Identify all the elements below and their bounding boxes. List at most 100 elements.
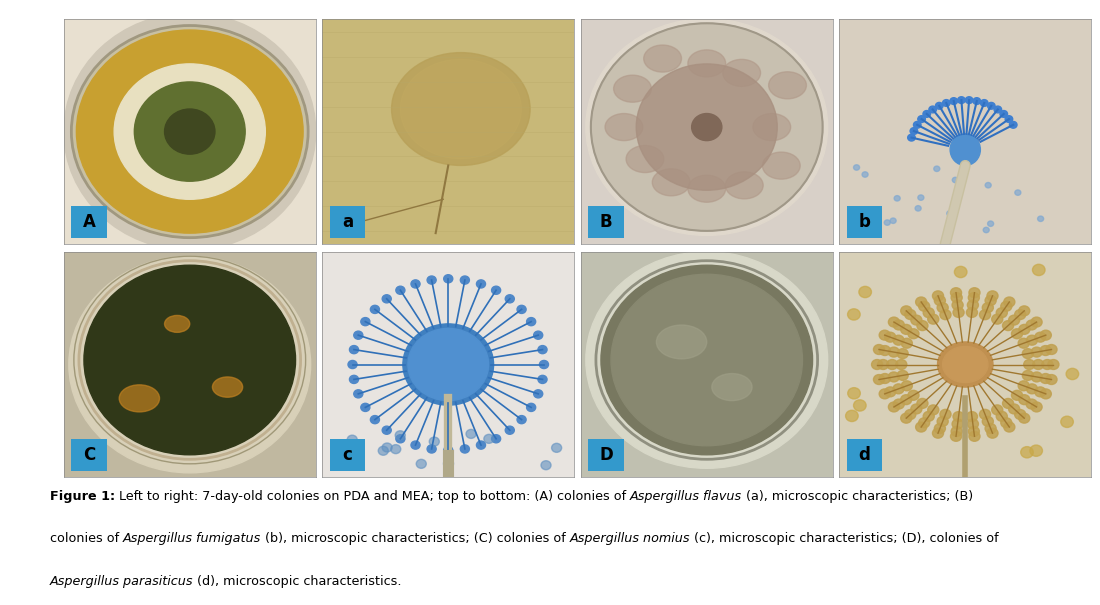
- Circle shape: [1019, 306, 1030, 316]
- Circle shape: [969, 431, 980, 441]
- Text: Figure 1:: Figure 1:: [50, 490, 114, 503]
- Circle shape: [1004, 297, 1015, 307]
- Circle shape: [1066, 368, 1079, 379]
- Circle shape: [986, 424, 997, 433]
- Circle shape: [538, 375, 547, 384]
- Text: colonies of: colonies of: [50, 532, 122, 545]
- Circle shape: [952, 293, 962, 302]
- Circle shape: [927, 405, 938, 415]
- Circle shape: [1014, 310, 1025, 319]
- Circle shape: [382, 426, 392, 434]
- Circle shape: [893, 320, 904, 330]
- Circle shape: [879, 373, 891, 384]
- Circle shape: [958, 97, 965, 103]
- Text: A: A: [82, 213, 96, 231]
- Text: D: D: [600, 446, 613, 464]
- Circle shape: [1060, 416, 1074, 428]
- Circle shape: [915, 422, 926, 432]
- Circle shape: [460, 445, 470, 453]
- Circle shape: [443, 275, 453, 283]
- Circle shape: [466, 430, 476, 439]
- Circle shape: [988, 221, 993, 226]
- Circle shape: [1001, 301, 1012, 311]
- Circle shape: [382, 443, 392, 452]
- Circle shape: [460, 276, 470, 284]
- Circle shape: [1046, 374, 1057, 385]
- Circle shape: [983, 227, 989, 233]
- Circle shape: [953, 300, 964, 310]
- Circle shape: [636, 64, 778, 190]
- Text: (b), microscopic characteristics; (C) colonies of: (b), microscopic characteristics; (C) co…: [261, 532, 570, 545]
- Circle shape: [84, 265, 296, 455]
- Circle shape: [1041, 389, 1052, 399]
- Circle shape: [1019, 338, 1030, 348]
- Circle shape: [873, 344, 884, 355]
- Circle shape: [928, 106, 936, 113]
- Circle shape: [889, 317, 900, 327]
- Circle shape: [923, 411, 934, 421]
- Circle shape: [848, 309, 860, 320]
- Circle shape: [992, 314, 1003, 324]
- Circle shape: [988, 102, 996, 109]
- Circle shape: [1030, 445, 1043, 456]
- Ellipse shape: [749, 145, 786, 172]
- Circle shape: [979, 410, 991, 419]
- Text: d: d: [859, 446, 870, 464]
- Text: a: a: [342, 213, 353, 231]
- Circle shape: [901, 413, 912, 423]
- Circle shape: [1005, 116, 1013, 122]
- Circle shape: [586, 252, 827, 468]
- Circle shape: [601, 265, 813, 455]
- Circle shape: [887, 359, 898, 370]
- Circle shape: [873, 374, 884, 385]
- Circle shape: [950, 288, 961, 298]
- Bar: [588, 439, 624, 471]
- Circle shape: [917, 195, 924, 200]
- Text: Aspergillus nomius: Aspergillus nomius: [570, 532, 690, 545]
- Circle shape: [692, 114, 722, 140]
- Circle shape: [1033, 264, 1045, 275]
- Text: Aspergillus flavus: Aspergillus flavus: [629, 490, 741, 503]
- Circle shape: [476, 280, 485, 288]
- Circle shape: [1000, 111, 1008, 117]
- Circle shape: [1040, 373, 1052, 384]
- Circle shape: [895, 359, 906, 370]
- Circle shape: [917, 116, 925, 122]
- Circle shape: [1015, 190, 1021, 195]
- Circle shape: [371, 306, 380, 313]
- Circle shape: [910, 128, 917, 134]
- Circle shape: [878, 359, 889, 370]
- Circle shape: [967, 419, 978, 429]
- Ellipse shape: [616, 77, 654, 103]
- Circle shape: [918, 301, 930, 311]
- Circle shape: [893, 399, 904, 409]
- Bar: [847, 439, 882, 471]
- Circle shape: [898, 370, 909, 381]
- Bar: [847, 206, 882, 238]
- Circle shape: [935, 102, 943, 109]
- Circle shape: [1002, 399, 1013, 408]
- Circle shape: [939, 410, 952, 419]
- Circle shape: [354, 331, 363, 339]
- Circle shape: [361, 404, 370, 411]
- Circle shape: [534, 390, 542, 398]
- Ellipse shape: [625, 114, 662, 140]
- Circle shape: [134, 82, 245, 182]
- Circle shape: [1031, 317, 1042, 327]
- Circle shape: [848, 388, 860, 399]
- Circle shape: [986, 296, 997, 306]
- Bar: [72, 439, 107, 471]
- Circle shape: [492, 286, 500, 294]
- Circle shape: [348, 435, 358, 444]
- Circle shape: [1001, 418, 1012, 428]
- Text: c: c: [342, 446, 352, 464]
- Circle shape: [894, 195, 900, 201]
- Bar: [330, 206, 365, 238]
- Circle shape: [901, 324, 912, 335]
- Circle shape: [114, 64, 265, 199]
- Circle shape: [846, 410, 858, 422]
- Circle shape: [997, 308, 1008, 318]
- Ellipse shape: [733, 44, 771, 70]
- Circle shape: [505, 295, 515, 303]
- Circle shape: [893, 335, 904, 345]
